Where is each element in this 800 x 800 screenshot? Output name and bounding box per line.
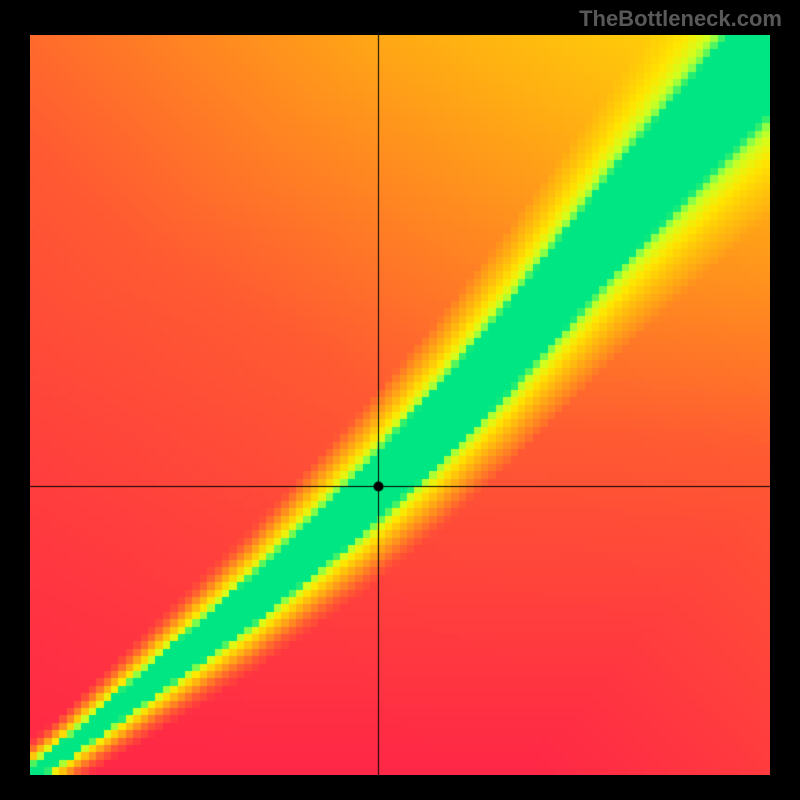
chart-container: TheBottleneck.com [0,0,800,800]
watermark-text: TheBottleneck.com [579,6,782,32]
bottleneck-heatmap [30,35,770,775]
